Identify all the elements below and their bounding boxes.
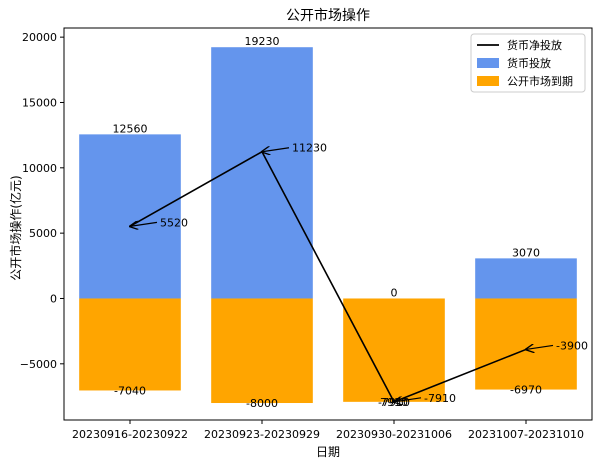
annotation-label-3: -3900 [556,339,588,352]
bar-label-injection-1: 19230 [245,35,280,48]
bar-label-maturity-3: -6970 [510,384,542,397]
y-axis-title: 公开市场操作(亿元) [8,175,23,280]
bar-label-injection-3: 3070 [512,246,540,259]
bar-label-injection-0: 12560 [113,122,148,135]
annotation-arrow-3 [526,345,554,349]
plot-area: 12560 -7040 19230 -8000 0 -7910 3070 -6970 5520 1… [20,27,593,441]
bar-injection-3 [475,258,577,299]
overlap-label: 7910 [380,396,408,409]
legend-label-0: 货币净投放 [507,38,562,52]
x-tick-label-1: 20230923-20230929 [204,428,320,441]
y-tick-label-5: 20000 [22,31,57,44]
annotation-arrow-0 [130,222,158,226]
y-tick-label-3: 10000 [22,162,57,175]
x-tick-label-3: 20231007-20231010 [468,428,584,441]
annotation-label-0: 5520 [160,216,188,229]
y-tick-label-0: −5000 [20,358,57,371]
y-tick-label-1: 0 [50,292,57,305]
legend-swatch-2 [477,76,499,86]
bar-label-injection-2: 0 [391,286,398,299]
legend-box [470,33,586,93]
chart-title: 公开市场操作 [286,7,370,24]
bar-injection-0 [79,134,181,299]
bar-maturity-2 [343,298,445,402]
legend-swatch-1 [477,58,499,68]
annotation-label-2: -7910 [424,392,456,405]
x-tick-label-2: 20230930-20231006 [336,428,452,441]
legend-label-2: 公开市场到期 [507,74,573,88]
bar-maturity-0 [79,298,181,391]
net-injection-line [129,150,527,403]
legend-label-1: 货币投放 [507,56,551,70]
annotation-arrow-2 [394,398,422,402]
bar-injection-1 [211,47,313,299]
y-tick-label-4: 15000 [22,96,57,109]
y-tick-label-2: 5000 [29,227,57,240]
annotation-arrow-1 [262,148,290,152]
plot-frame [63,27,593,421]
bar-label-maturity-0: -7040 [114,384,146,397]
bar-label-maturity-1: -8000 [246,397,278,410]
annotation-label-1: 11230 [292,142,327,155]
bar-maturity-1 [211,298,313,404]
x-tick-label-0: 20230916-20230922 [72,428,188,441]
x-axis-title: 日期 [316,445,340,459]
